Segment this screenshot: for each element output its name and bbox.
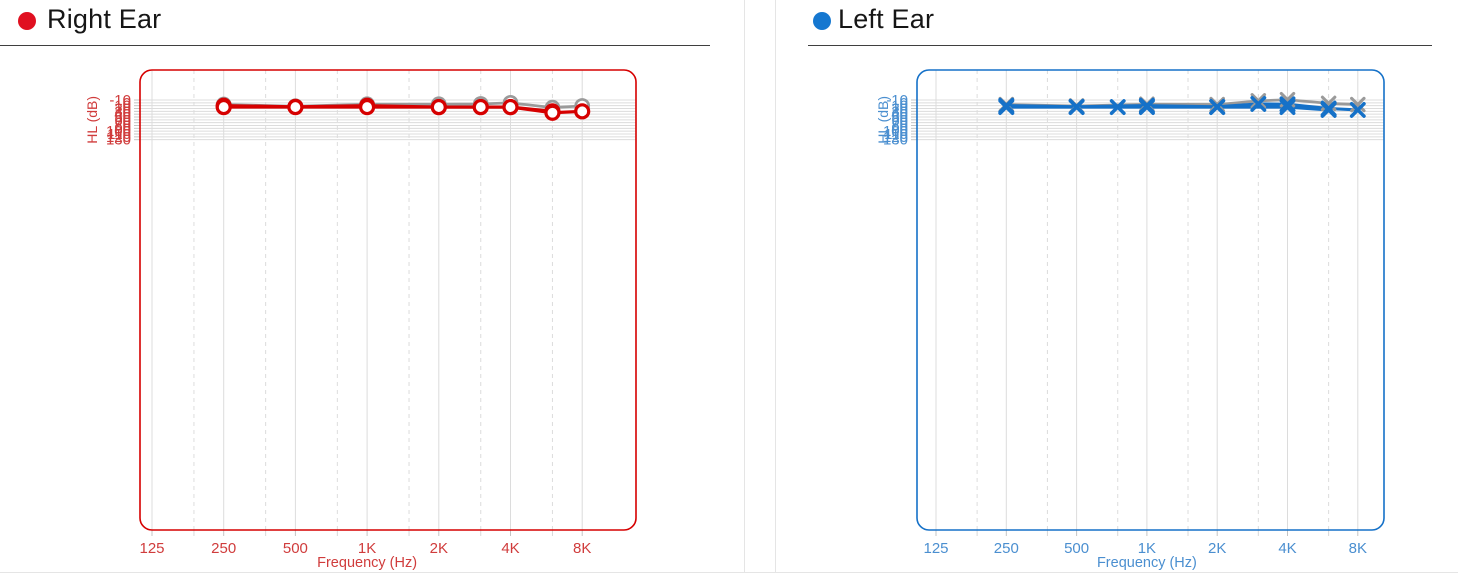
svg-text:HL (dB): HL (dB) [875,96,891,144]
svg-text:70: 70 [114,115,131,132]
svg-text:50: 50 [114,109,131,126]
svg-text:100: 100 [106,123,131,140]
svg-text:HL (dB): HL (dB) [84,96,100,144]
svg-text:130: 130 [883,132,908,149]
svg-text:125: 125 [139,540,164,557]
svg-text:20: 20 [891,101,908,118]
right-ear-dot-icon [18,12,36,30]
svg-text:0: 0 [123,95,131,112]
svg-text:40: 40 [891,106,908,123]
svg-text:4K: 4K [1278,540,1296,557]
svg-text:1K: 1K [1138,540,1156,557]
svg-text:8K: 8K [573,540,591,557]
svg-text:125: 125 [923,540,948,557]
svg-text:50: 50 [891,109,908,126]
svg-text:80: 80 [114,118,131,135]
svg-text:2K: 2K [430,540,448,557]
svg-text:80: 80 [891,118,908,135]
svg-text:60: 60 [114,112,131,129]
svg-text:10: 10 [114,98,131,115]
svg-text:Frequency (Hz): Frequency (Hz) [317,555,417,571]
svg-text:10: 10 [891,98,908,115]
svg-text:110: 110 [884,126,908,143]
svg-text:-10: -10 [109,92,131,109]
svg-text:20: 20 [114,101,131,118]
left-ear-title-divider [808,45,1432,46]
svg-text:0: 0 [900,95,908,112]
svg-text:30: 30 [891,103,908,120]
svg-text:Frequency (Hz): Frequency (Hz) [1097,555,1197,571]
svg-text:250: 250 [994,540,1019,557]
svg-text:130: 130 [106,132,131,149]
svg-text:60: 60 [891,112,908,129]
svg-text:120: 120 [106,129,131,146]
left-ear-dot-icon [813,12,831,30]
svg-text:500: 500 [1064,540,1089,557]
right-ear-title-divider [0,45,710,46]
svg-text:70: 70 [891,115,908,132]
svg-text:110: 110 [107,126,131,143]
svg-text:1K: 1K [358,540,376,557]
left-ear-panel: Left Ear -10 0 10 20 30 40 50 60 70 80 90 100 110 120… [775,0,1458,572]
svg-text:4K: 4K [501,540,519,557]
right-ear-title: Right Ear [47,4,162,34]
svg-text:100: 100 [883,123,908,140]
svg-text:-10: -10 [886,92,908,109]
svg-text:500: 500 [283,540,308,557]
svg-text:30: 30 [114,103,131,120]
left-ear-title: Left Ear [838,4,935,34]
svg-text:8K: 8K [1349,540,1367,557]
svg-text:120: 120 [883,129,908,146]
svg-text:90: 90 [891,120,908,137]
svg-text:90: 90 [114,120,131,137]
right-ear-panel: Right Ear -10 0 10 20 30 40 50 60 70 80 90 100 110 12… [0,0,745,572]
svg-text:40: 40 [114,106,131,123]
svg-text:250: 250 [211,540,236,557]
svg-text:2K: 2K [1208,540,1226,557]
